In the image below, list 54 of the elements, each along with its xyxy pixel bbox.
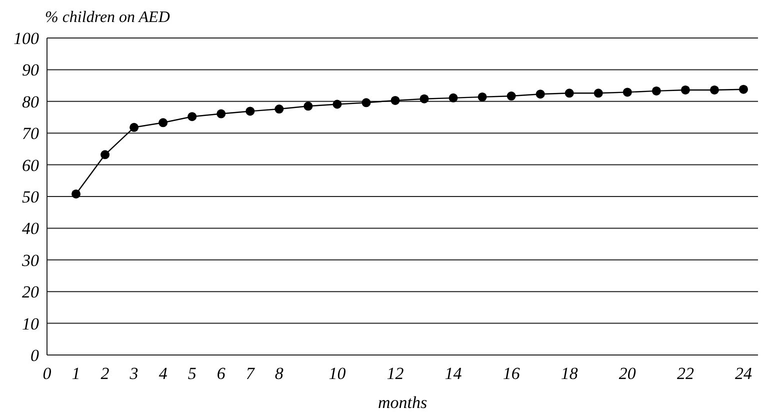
point: [332, 100, 342, 109]
point: [478, 92, 487, 102]
x-tick-label: 2: [100, 364, 110, 383]
point: [710, 85, 719, 94]
x-tick-label: 16: [502, 364, 520, 383]
x-axis-title: months: [378, 393, 428, 412]
point: [72, 189, 81, 198]
x-tick-label: 4: [158, 364, 168, 383]
point: [680, 85, 690, 94]
x-tick-label: 7: [246, 364, 256, 383]
point: [652, 86, 661, 96]
x-tick-label: 24: [734, 364, 752, 383]
y-tick-label: 80: [22, 92, 40, 112]
y-tick-label: 90: [22, 60, 40, 80]
point: [390, 96, 400, 105]
point: [304, 102, 313, 111]
x-tick-label: 1: [72, 364, 80, 383]
point: [448, 93, 458, 102]
y-tick-label: 70: [22, 124, 40, 144]
point: [158, 118, 168, 128]
point: [536, 90, 545, 99]
y-axis-title: % children on AED: [45, 9, 170, 26]
y-tick-label: 0: [30, 346, 40, 365]
point: [738, 84, 748, 94]
x-tick-label: 20: [618, 364, 636, 383]
point: [420, 94, 429, 104]
point: [274, 104, 284, 114]
point: [564, 88, 574, 98]
point: [594, 88, 603, 98]
y-tick-label: 50: [22, 187, 40, 206]
point: [246, 106, 255, 116]
x-tick-label: 10: [328, 364, 346, 383]
x-tick-label: 8: [274, 364, 284, 383]
x-tick-label: 6: [216, 364, 226, 383]
point: [130, 122, 139, 132]
y-tick-label: 40: [22, 219, 40, 238]
point: [188, 112, 197, 122]
y-tick-label: 100: [14, 28, 40, 48]
y-tick-label: 20: [22, 282, 40, 302]
x-tick-label: 22: [676, 364, 694, 383]
x-tick-label: 12: [386, 364, 404, 383]
point: [622, 88, 632, 97]
x-tick-label: 0: [42, 364, 52, 383]
y-tick-label: 10: [22, 314, 40, 334]
point: [216, 109, 226, 118]
y-tick-label: 60: [22, 156, 40, 175]
x-tick-label: 5: [188, 364, 196, 383]
point: [506, 92, 516, 101]
y-tick-label: 30: [21, 250, 40, 270]
x-tick-label: 18: [560, 364, 578, 383]
point: [100, 150, 110, 160]
x-tick-label: 3: [128, 364, 138, 383]
x-tick-label: 14: [444, 364, 462, 383]
point: [362, 98, 371, 108]
